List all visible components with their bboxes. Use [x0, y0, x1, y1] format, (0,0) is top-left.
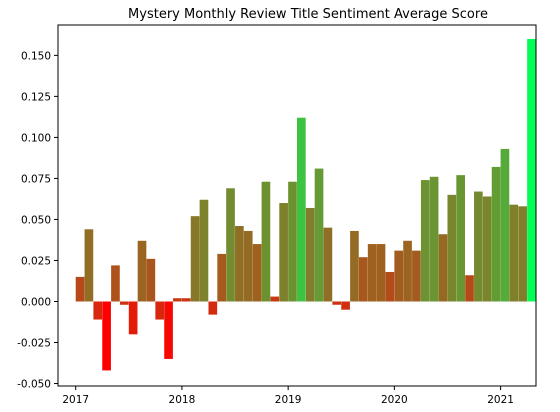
bar-2019-12 [385, 271, 395, 302]
bar-2018-07 [235, 226, 244, 302]
x-tick-label: 2019 [275, 394, 302, 406]
bar-2017-03 [93, 301, 103, 320]
bar-2020-08 [456, 175, 465, 302]
y-tick-label: 0.125 [21, 91, 51, 103]
bar-2020-09 [465, 275, 474, 302]
bar-2020-02 [403, 240, 412, 302]
bar-2017-02 [84, 229, 94, 302]
bar-2017-07 [128, 301, 138, 335]
bar-2018-01 [181, 298, 191, 302]
bar-2021-03 [518, 206, 527, 302]
bar-2020-03 [412, 250, 421, 302]
bar-2019-01 [288, 181, 297, 302]
y-tick-label: 0.100 [21, 132, 51, 144]
bar-2017-12 [173, 298, 182, 302]
bar-2017-05 [111, 265, 120, 302]
x-tick-label: 2021 [487, 394, 514, 406]
bar-2019-07 [341, 301, 350, 310]
bar-2021-04 [527, 38, 536, 302]
bar-2019-11 [376, 244, 386, 302]
bar-2020-07 [447, 194, 457, 302]
bar-2017-04 [102, 301, 111, 371]
bar-2018-06 [226, 188, 235, 302]
bar-2018-02 [190, 216, 200, 302]
y-tick-label: -0.050 [17, 379, 51, 391]
bar-2020-10 [474, 191, 483, 302]
bar-2020-04 [420, 180, 430, 302]
bar-2018-04 [208, 301, 218, 315]
bar-2020-06 [438, 234, 448, 302]
bar-2018-09 [252, 244, 262, 302]
bar-2019-04 [314, 168, 324, 302]
x-tick-label: 2018 [169, 394, 196, 406]
bar-2020-05 [429, 176, 439, 302]
bar-2017-08 [137, 240, 147, 302]
axes-group: 0.150 0.125 0.100 0.075 0.050 0.025 0.000 -0.02… [17, 24, 537, 406]
bar-2019-02 [297, 117, 306, 302]
bar-2020-01 [394, 250, 404, 302]
bar-2020-12 [491, 166, 501, 302]
bar-2017-11 [164, 301, 173, 359]
bar-2019-03 [305, 207, 315, 302]
y-tick-label: 0.150 [21, 50, 51, 62]
bar-2017-01 [75, 276, 85, 302]
bar-2019-05 [323, 227, 333, 302]
plot-frame [57, 24, 537, 387]
bar-2020-11 [482, 196, 492, 302]
bar-2019-06 [332, 301, 342, 305]
bar-2019-09 [358, 257, 368, 302]
bar-2018-11 [270, 296, 280, 302]
chart-title: Mystery Monthly Review Title Sentiment A… [128, 7, 488, 22]
bar-2018-12 [279, 203, 288, 302]
bar-2018-10 [261, 181, 271, 302]
bar-2017-10 [155, 301, 165, 320]
y-tick-label: 0.050 [21, 214, 51, 226]
bar-2019-08 [350, 230, 359, 302]
y-tick-label: 0.025 [21, 255, 51, 267]
bar-2017-09 [146, 258, 156, 302]
bar-2018-08 [243, 230, 253, 302]
bar-2018-05 [217, 253, 226, 302]
bar-2018-03 [199, 199, 209, 302]
x-tick-label: 2020 [381, 394, 408, 406]
bars-group [75, 38, 536, 371]
bar-2021-01 [500, 148, 510, 302]
y-tick-label: 0.000 [21, 296, 51, 308]
bar-2021-02 [509, 204, 519, 302]
bar-2017-06 [119, 301, 129, 305]
y-tick-label: -0.025 [17, 338, 51, 350]
x-tick-label: 2017 [62, 394, 89, 406]
y-tick-label: 0.075 [21, 173, 51, 185]
bar-2019-10 [367, 244, 377, 302]
